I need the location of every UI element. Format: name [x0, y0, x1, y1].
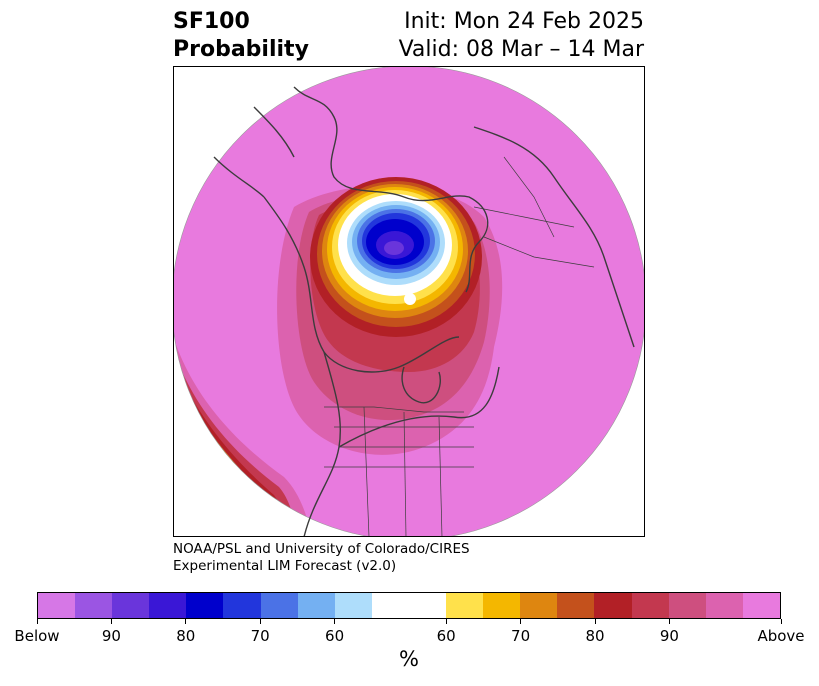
colorbar-tick [520, 619, 522, 624]
colorbar-tick-label: 60 [436, 627, 456, 645]
colorbar-segment [112, 593, 150, 618]
colorbar-tick [36, 619, 38, 624]
colorbar-segment [705, 593, 743, 618]
colorbar-segment [631, 593, 669, 618]
colorbar-segment [149, 593, 187, 618]
colorbar-tick [594, 619, 596, 624]
colorbar-segment [223, 593, 261, 618]
colorbar-tick [780, 619, 782, 624]
colorbar-segment [594, 593, 632, 618]
colorbar-segment [186, 593, 224, 618]
colorbar-tick-label: 70 [250, 627, 270, 645]
colorbar-tick-label: Below [14, 627, 60, 645]
colorbar-segment [371, 593, 447, 618]
credit-line-1: NOAA/PSL and University of Colorado/CIRE… [173, 541, 470, 557]
colorbar [37, 592, 781, 619]
colorbar-tick [110, 619, 112, 624]
colorbar-segment [483, 593, 521, 618]
colorbar-tick-label: 80 [176, 627, 196, 645]
colorbar-segment [446, 593, 484, 618]
init-date: Init: Mon 24 Feb 2025 [404, 9, 644, 34]
colorbar-segment [260, 593, 298, 618]
colorbar-segment [668, 593, 706, 618]
probability-map [174, 67, 644, 536]
colorbar-tick [668, 619, 670, 624]
colorbar-tick [259, 619, 261, 624]
colorbar-segment [557, 593, 595, 618]
colorbar-segment [75, 593, 113, 618]
country-borders [324, 156, 595, 536]
colorbar-tick [185, 619, 187, 624]
variable-subtitle: Probability [173, 37, 309, 62]
credit-text: NOAA/PSL and University of Colorado/CIRE… [173, 541, 470, 575]
colorbar-unit: % [399, 647, 419, 671]
credit-line-2: Experimental LIM Forecast (v2.0) [173, 558, 397, 574]
map-panel [173, 66, 645, 537]
colorbar-segment [520, 593, 558, 618]
colorbar-segment [334, 593, 372, 618]
colorbar-tick-label: 80 [585, 627, 605, 645]
colorbar-segment [742, 593, 780, 618]
valid-range: Valid: 08 Mar – 14 Mar [398, 37, 644, 62]
colorbar-segment [38, 593, 76, 618]
colorbar-tick [445, 619, 447, 624]
colorbar-tick-label: 70 [511, 627, 531, 645]
colorbar-segment [297, 593, 335, 618]
title-block-left: SF100 Probability [173, 8, 309, 64]
variable-title: SF100 [173, 9, 250, 34]
colorbar-tick-label: 60 [325, 627, 345, 645]
probability-field [174, 67, 644, 536]
colorbar-tick-label: 90 [659, 627, 679, 645]
colorbar-tick-label: Above [757, 627, 805, 645]
title-block-right: Init: Mon 24 Feb 2025 Valid: 08 Mar – 14… [399, 8, 644, 64]
colorbar-tick-label: 90 [101, 627, 121, 645]
colorbar-tick [334, 619, 336, 624]
